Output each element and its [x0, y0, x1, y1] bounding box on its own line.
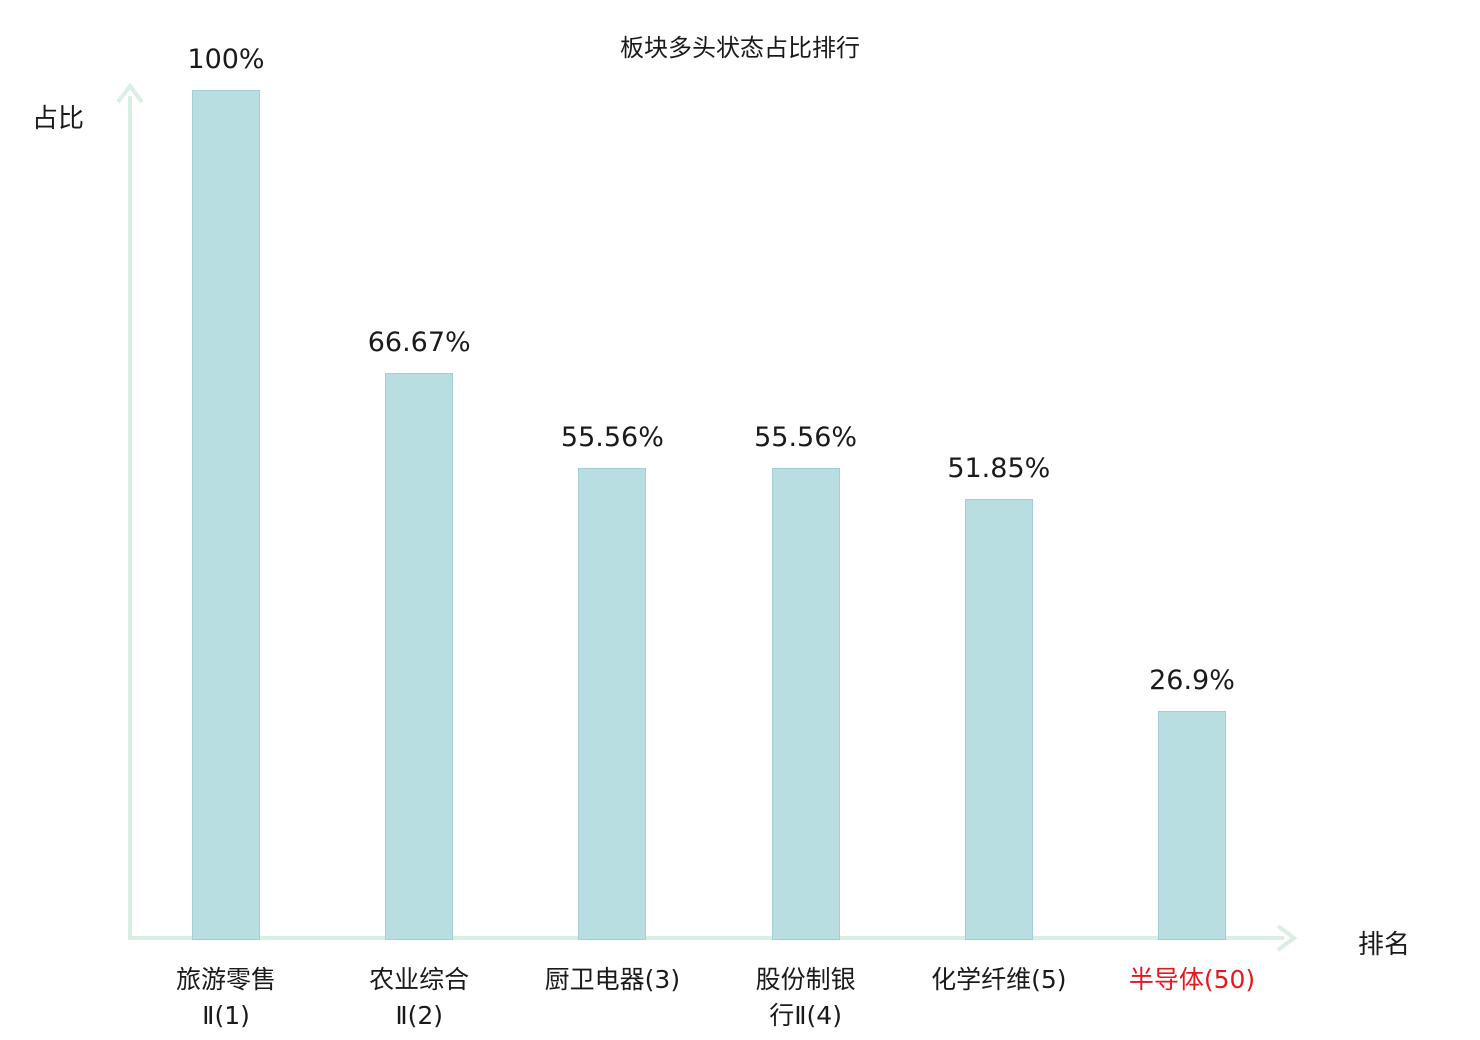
bar-value-label: 51.85% [947, 453, 1051, 485]
bar-category-label: 股份制银 行Ⅱ(4) [755, 965, 856, 1030]
bar [964, 499, 1033, 940]
bar [1158, 711, 1226, 940]
bar [578, 467, 647, 940]
bar-value-label: 26.9% [1149, 665, 1235, 697]
bar-value-label: 100% [187, 44, 265, 75]
x-axis-label: 排名 [1358, 930, 1411, 960]
y-axis-arrowhead [116, 82, 144, 104]
bar [385, 373, 454, 940]
bar-value-label: 55.56% [560, 421, 664, 453]
bar-category-label: 农业综合 Ⅱ(2) [369, 965, 470, 1030]
bar-value-label: 66.67% [367, 327, 471, 359]
x-axis-arrowhead [1276, 924, 1298, 952]
y-axis-label: 占比 [32, 104, 85, 134]
bar-value-label: 55.56% [754, 421, 858, 453]
chart-title: 板块多头状态占比排行 [620, 34, 860, 62]
bar-category-label: 化学纤维(5) [931, 965, 1067, 994]
bar-category-label: 半导体(50) [1128, 965, 1256, 994]
bar-category-label: 旅游零售 Ⅱ(1) [175, 965, 277, 1030]
bar-category-label: 厨卫电器(3) [544, 965, 681, 994]
bar [771, 467, 840, 940]
bar [192, 90, 260, 940]
